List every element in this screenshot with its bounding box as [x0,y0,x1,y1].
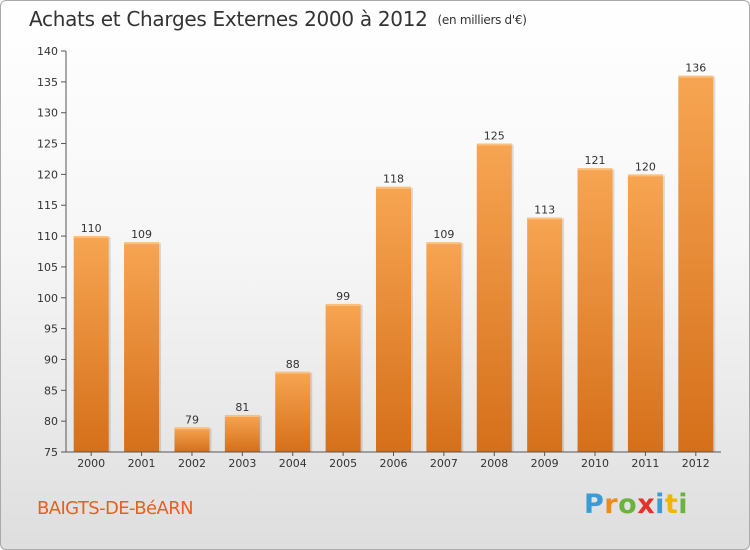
y-tick-label: 85 [44,384,58,397]
bar [627,174,663,452]
bar-value-label: 125 [484,130,505,143]
bar-value-label: 110 [81,222,102,235]
x-tick-label: 2010 [581,457,609,470]
y-tick-label: 90 [44,353,58,366]
bar-highlight [527,217,563,220]
y-tick-label: 130 [37,107,58,120]
bar-value-label: 81 [235,401,249,414]
bar [426,242,462,452]
bar [174,427,210,452]
bar-highlight [73,236,109,239]
bar-value-label: 99 [336,290,350,303]
y-tick-label: 105 [37,261,58,274]
logo-letter: i [655,489,665,520]
bar-value-label: 120 [635,160,656,173]
bar [476,143,512,453]
bar-highlight [476,143,512,146]
bar [325,303,361,452]
commune-name: BAIGTS-DE-BéARN [37,498,194,519]
bar-value-label: 109 [433,228,454,241]
bar [678,75,714,452]
bars-layer: 110 109 79 81 88 99 118 109 125 113 121 120 136 [73,62,716,453]
bar-highlight [124,242,160,245]
x-tick-label: 2000 [77,457,105,470]
proxiti-logo: Proxiti [584,489,688,520]
y-tick-label: 100 [37,292,58,305]
logo-letter: i [678,489,689,520]
bar [224,414,260,452]
bar-value-label: 121 [585,154,606,167]
logo-letter: t [664,489,679,520]
y-tick-label: 120 [37,168,58,181]
bar-highlight [426,242,462,245]
x-tick-label: 2009 [531,457,559,470]
axis-layer: 75 80 85 90 95 100 105 110 115 120 125 130 135 140 200… [37,45,721,470]
chart-title: Achats et Charges Externes 2000 à 2012 [29,7,428,31]
x-tick-label: 2011 [631,457,659,470]
bar [376,186,411,452]
logo-letter: P [584,489,605,520]
x-tick-label: 2008 [480,457,508,470]
bar-value-label: 88 [286,358,300,371]
bar-value-label: 79 [185,413,199,426]
bar [577,168,613,452]
y-tick-label: 115 [37,199,58,212]
bar [124,242,160,452]
x-tick-label: 2012 [682,457,710,470]
logo-letter: r [604,489,619,520]
bar-highlight [275,371,311,374]
x-tick-label: 2001 [128,457,156,470]
bar-value-label: 136 [685,62,706,75]
bar-highlight [174,427,210,430]
y-tick-label: 140 [37,45,58,58]
bar-highlight [224,414,260,417]
logo-letter: o [618,489,638,520]
bar-value-label: 118 [383,173,404,186]
bar-highlight [376,186,411,189]
x-tick-label: 2007 [430,457,458,470]
bar-value-label: 109 [131,228,152,241]
bar-highlight [325,303,361,306]
bar-highlight [678,75,714,78]
x-tick-label: 2005 [329,457,357,470]
x-tick-label: 2004 [279,457,307,470]
bar [73,236,109,452]
logo-letter: x [637,489,656,520]
y-tick-label: 135 [37,76,58,89]
bar-highlight [627,174,663,177]
bar [275,371,311,452]
x-tick-label: 2003 [228,457,256,470]
y-tick-label: 125 [37,138,58,151]
bar-highlight [577,168,613,171]
chart-title-row: Achats et Charges Externes 2000 à 2012 (e… [29,7,527,31]
y-tick-label: 95 [44,323,58,336]
chart-subtitle: (en milliers d'€) [437,13,527,27]
bar [527,217,563,452]
y-tick-label: 110 [37,230,58,243]
y-tick-label: 75 [44,446,58,459]
y-tick-label: 80 [44,415,58,428]
bar-value-label: 113 [534,204,555,217]
x-tick-label: 2002 [178,457,206,470]
x-tick-label: 2006 [380,457,408,470]
